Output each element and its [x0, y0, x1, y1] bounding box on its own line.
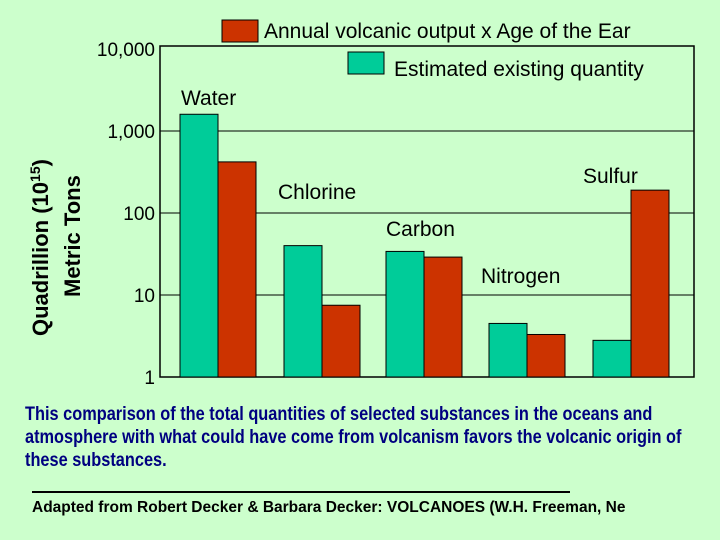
bar-water-volcanic [217, 161, 257, 378]
y-axis-label-line1: Quadrillion (1015) [27, 159, 53, 336]
y-tick-labels: 1 10 100 1,000 10,000 [97, 40, 155, 389]
divider [32, 491, 570, 493]
bar-carbon-volcanic [423, 256, 463, 378]
category-label-water: Water [181, 87, 236, 110]
source-credit: Adapted from Robert Decker & Barbara Dec… [32, 499, 626, 516]
bars [179, 113, 670, 378]
category-label-nitrogen: Nitrogen [481, 265, 560, 288]
y-tick-label: 1 [144, 368, 155, 389]
y-tick-label: 100 [123, 204, 155, 225]
legend-label-existing: Estimated existing quantity [394, 58, 644, 81]
category-label-chlorine: Chlorine [278, 181, 356, 204]
y-tick-label: 10 [134, 286, 155, 307]
y-tick-label: 1,000 [107, 122, 155, 143]
y-axis-label-exponent: 15 [27, 166, 43, 182]
bar-sulfur-volcanic [630, 189, 670, 378]
bar-chlorine-volcanic [321, 304, 361, 378]
caption: This comparison of the total quantities … [25, 404, 682, 471]
legend-label-volcanic: Annual volcanic output x Age of the Ear [264, 20, 631, 43]
y-axis-label-line2: Metric Tons [60, 175, 85, 297]
category-label-carbon: Carbon [386, 218, 455, 241]
legend: Annual volcanic output x Age of the Ear … [221, 19, 644, 81]
category-labels: Water Chlorine Carbon Nitrogen Sulfur [181, 87, 638, 288]
bar-chlorine-existing [283, 245, 323, 378]
category-label-sulfur: Sulfur [583, 165, 638, 188]
legend-swatch-volcanic [221, 19, 259, 43]
bar-sulfur-existing [592, 339, 632, 378]
y-tick-label: 10,000 [97, 40, 155, 61]
bar-nitrogen-existing [488, 322, 528, 378]
bar-water-existing [179, 113, 219, 378]
bar-nitrogen-volcanic [526, 333, 566, 378]
bar-carbon-existing [385, 250, 425, 378]
legend-swatch-existing [347, 51, 385, 75]
y-axis-label: Quadrillion (1015) Metric Tons [27, 159, 85, 336]
